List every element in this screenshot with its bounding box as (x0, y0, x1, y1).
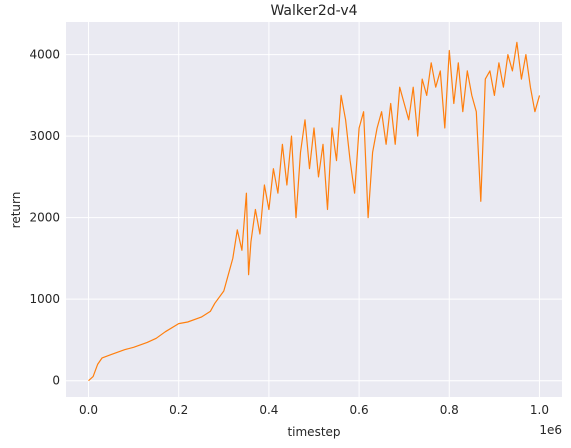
series-line (88, 41, 541, 382)
y-tick-label: 1000 (29, 292, 60, 306)
y-axis-label: return (9, 192, 23, 229)
plot-area (66, 22, 562, 397)
x-tick-label: 0.6 (350, 403, 369, 417)
y-tick-label: 2000 (29, 211, 60, 225)
x-tick-label: 0.2 (169, 403, 188, 417)
chart-title: Walker2d-v4 (270, 3, 357, 19)
x-tick-label: 0.0 (79, 403, 98, 417)
x-tick-label: 0.4 (259, 403, 278, 417)
y-tick-label: 0 (52, 374, 60, 388)
x-tick-label: 1.0 (530, 403, 549, 417)
x-axis-label: timestep (287, 425, 340, 439)
y-tick-label: 4000 (29, 48, 60, 62)
tick-labels: 0.0 0.2 0.4 0.6 0.8 1.0 0 1000 2000 3000 4000 (29, 48, 549, 417)
x-tick-label: 0.8 (440, 403, 459, 417)
grid (66, 22, 562, 397)
x-axis-offset-label: 1e6 (539, 423, 562, 437)
y-tick-label: 3000 (29, 129, 60, 143)
